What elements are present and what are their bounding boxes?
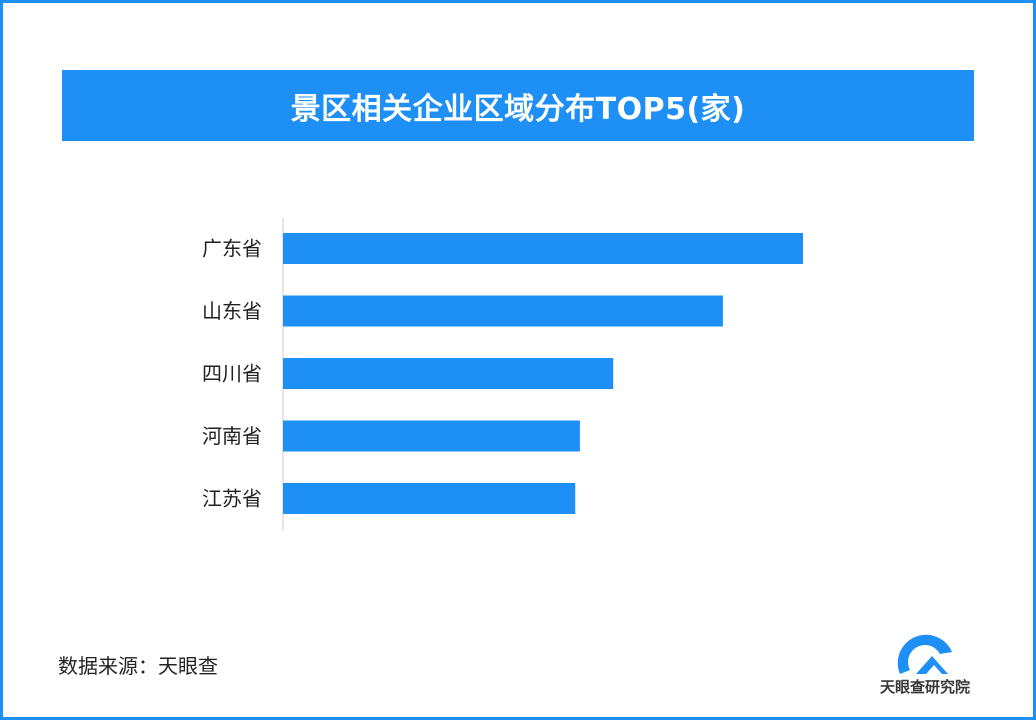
- category-label-3: 河南省: [202, 424, 262, 448]
- logo-text: 天眼查研究院: [879, 678, 970, 696]
- tianyancha-logo-icon: [897, 634, 952, 674]
- category-label-4: 江苏省: [202, 487, 262, 511]
- bar-0: [283, 233, 803, 264]
- data-source-note: 数据来源：天眼查: [58, 654, 218, 678]
- category-label-1: 山东省: [202, 299, 262, 323]
- chart-title: 景区相关企业区域分布TOP5(家): [290, 91, 746, 127]
- bar-4: [283, 483, 576, 514]
- bar-3: [283, 420, 580, 452]
- category-label-0: 广东省: [202, 237, 262, 261]
- tianyancha-logo: 天眼查研究院: [870, 622, 980, 702]
- category-label-2: 四川省: [202, 362, 262, 386]
- title-banner: 景区相关企业区域分布TOP5(家): [62, 70, 974, 141]
- bar-1: [283, 295, 723, 327]
- bar-2: [283, 358, 614, 389]
